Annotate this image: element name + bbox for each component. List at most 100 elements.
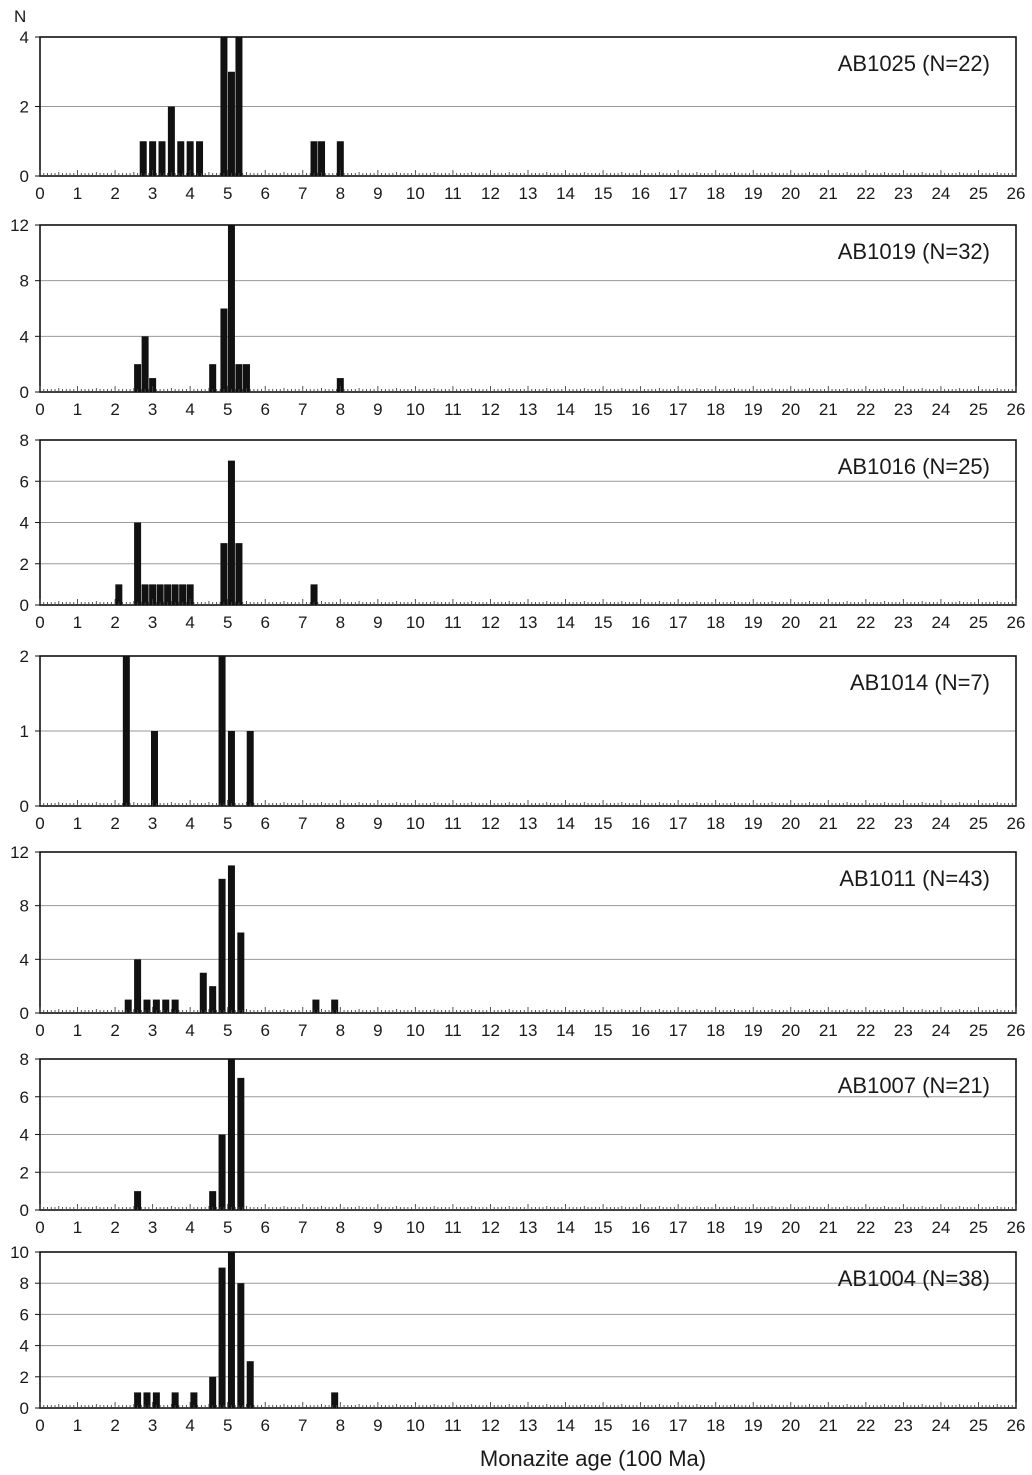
x-minor-ticks (39, 800, 1017, 806)
x-tick-label: 6 (260, 613, 269, 632)
bar (134, 959, 142, 1013)
x-tick-label: 0 (35, 184, 44, 203)
bar (227, 1252, 235, 1408)
x-tick-label: 6 (260, 184, 269, 203)
x-tick-label: 1 (73, 1021, 82, 1040)
x-tick-label: 12 (481, 1021, 500, 1040)
x-tick-label: 13 (519, 613, 538, 632)
x-tick-label: 25 (969, 814, 988, 833)
x-tick-label: 14 (556, 184, 575, 203)
y-tick-label: 0 (20, 1399, 29, 1418)
x-tick-label: 22 (856, 400, 875, 419)
bar (186, 584, 194, 605)
x-tick-label: 3 (148, 400, 157, 419)
x-tick-label: 10 (406, 1416, 425, 1435)
bar (152, 999, 160, 1013)
y-tick-label: 0 (20, 167, 29, 186)
x-tick-label: 7 (298, 1021, 307, 1040)
bar (164, 584, 172, 605)
y-tick-label: 4 (20, 28, 29, 47)
panel-title: AB1004 (N=38) (838, 1266, 990, 1291)
y-tick-label: 1 (20, 722, 29, 741)
x-tick-label: 8 (336, 1218, 345, 1237)
y-tick-label: 2 (20, 555, 29, 574)
x-tick-label: 6 (260, 1021, 269, 1040)
x-tick-label: 15 (594, 184, 613, 203)
x-tick-label: 20 (781, 1218, 800, 1237)
x-tick-label: 3 (148, 1416, 157, 1435)
y-tick-label: 12 (10, 843, 29, 862)
x-tick-label: 11 (444, 814, 462, 833)
x-tick-label: 10 (406, 184, 425, 203)
bar (171, 1392, 179, 1408)
bar (149, 584, 157, 605)
bar (115, 584, 123, 605)
x-tick-label: 0 (35, 400, 44, 419)
x-tick-label: 19 (744, 400, 763, 419)
x-tick-label: 13 (519, 814, 538, 833)
x-tick-label: 22 (856, 1218, 875, 1237)
x-tick-label: 8 (336, 814, 345, 833)
bar (318, 141, 326, 176)
bar (312, 999, 320, 1013)
x-tick-label: 5 (223, 1021, 232, 1040)
bar (310, 584, 318, 605)
x-tick-label: 20 (781, 613, 800, 632)
bar (141, 336, 149, 392)
x-tick-label: 9 (373, 400, 382, 419)
x-tick-label: 22 (856, 184, 875, 203)
x-tick-label: 1 (73, 613, 82, 632)
x-tick-label: 6 (260, 814, 269, 833)
x-tick-label: 15 (594, 814, 613, 833)
bar (134, 522, 142, 605)
x-tick-label: 22 (856, 1021, 875, 1040)
x-tick-label: 3 (148, 814, 157, 833)
x-tick-label: 9 (373, 814, 382, 833)
x-tick-label: 14 (556, 400, 575, 419)
x-tick-label: 20 (781, 184, 800, 203)
bar (141, 584, 149, 605)
x-tick-label: 18 (706, 1416, 725, 1435)
x-tick-label: 8 (336, 1416, 345, 1435)
y-tick-label: 4 (20, 514, 29, 533)
x-minor-ticks (39, 599, 1017, 605)
x-tick-label: 1 (73, 184, 82, 203)
panel-title: AB1011 (N=43) (839, 866, 990, 891)
x-tick-label: 4 (185, 814, 194, 833)
x-tick-label: 22 (856, 1416, 875, 1435)
x-minor-ticks (39, 1204, 1017, 1210)
x-tick-label: 2 (110, 613, 119, 632)
bar (124, 999, 132, 1013)
x-tick-label: 7 (298, 814, 307, 833)
bar (179, 584, 187, 605)
x-tick-label: 26 (1007, 613, 1026, 632)
bar (167, 106, 175, 176)
x-tick-label: 0 (35, 613, 44, 632)
x-tick-label: 15 (594, 400, 613, 419)
x-tick-label: 6 (260, 400, 269, 419)
x-minor-ticks (39, 1402, 1017, 1408)
x-tick-label: 25 (969, 184, 988, 203)
x-tick-label: 0 (35, 1416, 44, 1435)
bar (227, 731, 235, 806)
x-tick-label: 13 (519, 1416, 538, 1435)
x-tick-label: 7 (298, 1416, 307, 1435)
x-tick-label: 12 (481, 1416, 500, 1435)
x-tick-label: 11 (444, 1416, 462, 1435)
x-tick-label: 17 (669, 613, 688, 632)
x-tick-label: 10 (406, 1021, 425, 1040)
x-tick-label: 18 (706, 1218, 725, 1237)
x-tick-label: 12 (481, 613, 500, 632)
x-tick-label: 19 (744, 1021, 763, 1040)
x-tick-label: 3 (148, 184, 157, 203)
x-tick-label: 24 (931, 400, 950, 419)
x-tick-label: 12 (481, 1218, 500, 1237)
x-tick-label: 12 (481, 400, 500, 419)
x-tick-label: 5 (223, 1218, 232, 1237)
x-tick-label: 23 (894, 400, 913, 419)
x-tick-label: 15 (594, 613, 613, 632)
y-unit-label: N (14, 7, 26, 26)
x-tick-label: 9 (373, 613, 382, 632)
x-tick-label: 19 (744, 814, 763, 833)
